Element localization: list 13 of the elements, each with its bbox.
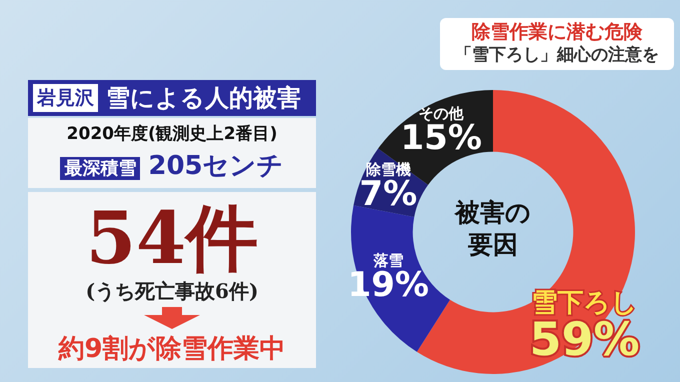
text: 岩見沢 xyxy=(33,84,98,112)
text: 約9割が除雪作業中 xyxy=(57,333,287,366)
text: 最深積雪 xyxy=(60,157,140,180)
text: 205センチ xyxy=(148,151,284,181)
text: 被害の xyxy=(453,197,532,229)
slice-label: 雪下ろし xyxy=(532,288,638,318)
text: 雪による人的被害 xyxy=(106,83,301,114)
text: 54件 xyxy=(84,195,260,280)
text: (うち死亡事故6件) xyxy=(84,278,260,305)
chart-title: 除雪作業に潜む危険 xyxy=(470,20,644,44)
text: 要因 xyxy=(467,229,519,261)
chart-subtitle: 「雪下ろし」細心の注意を xyxy=(454,44,660,66)
text: 2020年度(観測史上2番目) xyxy=(66,123,278,145)
